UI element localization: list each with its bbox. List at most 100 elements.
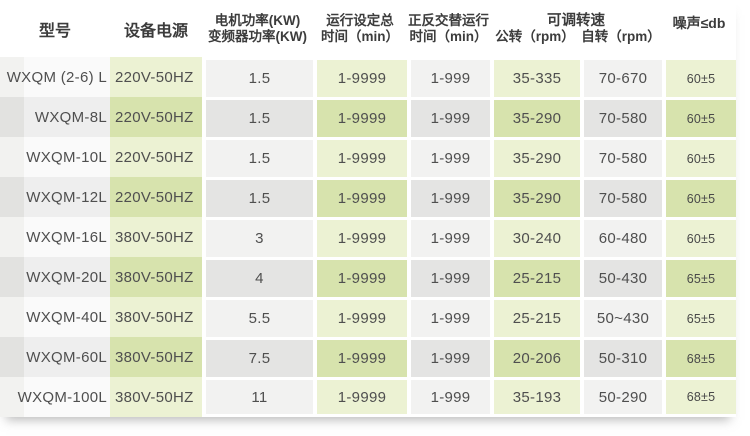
cell-power-supply: 380V-50HZ [110,377,202,417]
cell-model: WXQM-20L [0,257,110,297]
cell-run-time: 1-9999 [313,57,407,97]
cell-power-supply: 380V-50HZ [110,257,202,297]
cell-rot-speed: 50-430 [580,257,662,297]
header-power-supply: 设备电源 [123,22,188,40]
row-left-accent [0,57,24,97]
cell-noise: 60±5 [662,177,736,217]
cell-power-supply: 380V-50HZ [110,297,202,337]
table-row: WXQM (2-6) L 220V-50HZ 1.5 1-9999 1-999 35-33… [0,57,736,97]
spec-table: 型号 设备电源 电机功率(KW) 变频器功率(KW) 运行设定总 时间（min）… [0,0,736,417]
cell-motor-power: 3 [202,217,313,257]
cell-rot-speed: 70-580 [580,177,662,217]
cell-noise: 65±5 [662,297,736,337]
cell-run-time: 1-9999 [313,217,407,257]
header-alt-time-line2: 时间（min） [409,28,488,44]
table-row: WXQM-16L 380V-50HZ 3 1-9999 1-999 30-240 60-48… [0,217,736,257]
table-row: WXQM-100L 380V-50HZ 11 1-9999 1-999 35-193 50-… [0,377,736,417]
table-row: WXQM-8L 220V-50HZ 1.5 1-9999 1-999 35-290 70-5… [0,97,736,137]
row-left-accent [0,217,24,257]
cell-alt-time: 1-999 [407,177,490,217]
cell-rot-speed: 60-480 [580,217,662,257]
cell-rev-speed: 25-215 [490,257,580,297]
table-row: WXQM-12L 220V-50HZ 1.5 1-9999 1-999 35-290 70-… [0,177,736,217]
cell-motor-power: 11 [202,377,313,417]
cell-alt-time: 1-999 [407,297,490,337]
model-label: WXQM-16L [26,228,107,246]
cell-noise: 60±5 [662,217,736,257]
header-alt-time-line1: 正反交替运行 [408,12,489,28]
row-left-accent [0,177,24,217]
cell-alt-time: 1-999 [407,137,490,177]
cell-power-supply: 220V-50HZ [110,57,202,97]
table-row: WXQM-20L 380V-50HZ 4 1-9999 1-999 25-215 50-43… [0,257,736,297]
cell-rot-speed: 70-580 [580,137,662,177]
cell-rev-speed: 25-215 [490,297,580,337]
cell-rev-speed: 35-290 [490,177,580,217]
table-row: WXQM-40L 380V-50HZ 5.5 1-9999 1-999 25-215 50~… [0,297,736,337]
row-left-accent [0,257,24,297]
header-run-time-line2: 时间（min） [320,28,399,44]
header-model: 型号 [38,22,71,40]
cell-rev-speed: 35-193 [490,377,580,417]
header-run-time: 运行设定总 时间（min） [313,13,407,45]
cell-rev-speed: 35-290 [490,137,580,177]
model-label: WXQM-12L [26,188,107,206]
header-motor-power: 电机功率(KW) 变频器功率(KW) [202,13,313,45]
cell-alt-time: 1-999 [407,337,490,377]
cell-model: WXQM-12L [0,177,110,217]
cell-rot-speed: 70-670 [580,57,662,97]
cell-power-supply: 220V-50HZ [110,97,202,137]
cell-alt-time: 1-999 [407,57,490,97]
row-left-accent [0,137,24,177]
cell-model: WXQM-60L [0,337,110,377]
cell-rev-speed: 35-335 [490,57,580,97]
header-adjustable-speed: 可调转速 公转（rpm） 自转（rpm） [490,13,662,45]
header-noise: 噪声≤db [672,15,726,31]
cell-alt-time: 1-999 [407,217,490,257]
cell-model: WXQM-8L [0,97,110,137]
cell-noise: 60±5 [662,57,736,97]
model-label: WXQM-40L [26,308,107,326]
model-label: WXQM-100L [17,388,107,406]
row-left-accent [0,337,24,377]
cell-noise: 68±5 [662,337,736,377]
cell-run-time: 1-9999 [313,137,407,177]
table-row: WXQM-60L 380V-50HZ 7.5 1-9999 1-999 20-206 50-… [0,337,736,377]
header-alt-time: 正反交替运行 时间（min） [407,13,490,45]
cell-motor-power: 1.5 [202,177,313,217]
cell-power-supply: 380V-50HZ [110,337,202,377]
cell-power-supply: 220V-50HZ [110,137,202,177]
row-left-accent [0,97,24,137]
row-left-accent [0,297,24,337]
cell-model: WXQM-100L [0,377,110,417]
cell-rot-speed: 50-310 [580,337,662,377]
cell-alt-time: 1-999 [407,257,490,297]
cell-rot-speed: 50-290 [580,377,662,417]
header-speed-group-label: 可调转速 [547,12,605,29]
cell-alt-time: 1-999 [407,377,490,417]
cell-motor-power: 1.5 [202,57,313,97]
cell-noise: 60±5 [662,137,736,177]
header-revolution-speed: 公转（rpm） [495,28,575,44]
cell-motor-power: 5.5 [202,297,313,337]
model-label: WXQM-60L [26,348,107,366]
cell-run-time: 1-9999 [313,257,407,297]
cell-rev-speed: 35-290 [490,97,580,137]
cell-motor-power: 1.5 [202,137,313,177]
table-row: WXQM-10L 220V-50HZ 1.5 1-9999 1-999 35-290 70-… [0,137,736,177]
cell-alt-time: 1-999 [407,97,490,137]
cell-motor-power: 7.5 [202,337,313,377]
cell-noise: 60±5 [662,97,736,137]
cell-power-supply: 380V-50HZ [110,217,202,257]
table-header-row: 型号 设备电源 电机功率(KW) 变频器功率(KW) 运行设定总 时间（min）… [0,0,736,57]
cell-motor-power: 4 [202,257,313,297]
cell-rot-speed: 70-580 [580,97,662,137]
header-motor-power-line2: 变频器功率(KW) [208,28,307,44]
cell-model: WXQM-40L [0,297,110,337]
cell-model: WXQM-16L [0,217,110,257]
cell-run-time: 1-9999 [313,337,407,377]
cell-run-time: 1-9999 [313,297,407,337]
cell-rot-speed: 50~430 [580,297,662,337]
header-run-time-line1: 运行设定总 [326,12,394,28]
header-motor-power-line1: 电机功率(KW) [214,12,301,28]
